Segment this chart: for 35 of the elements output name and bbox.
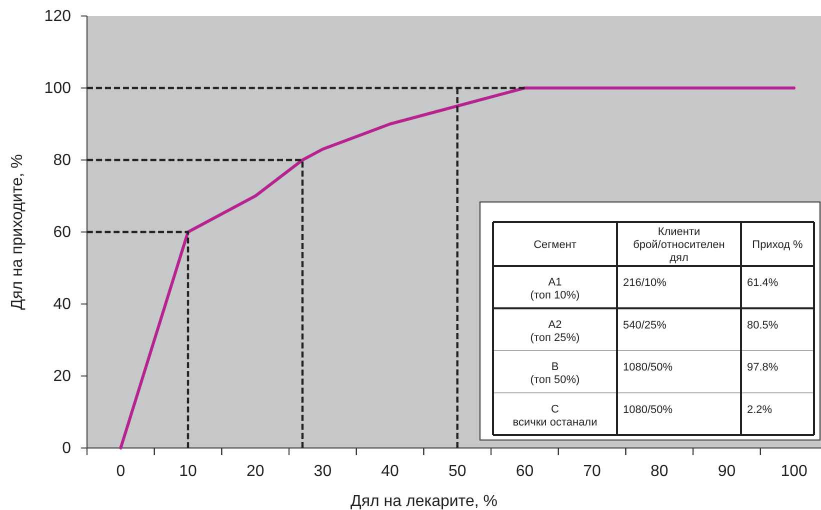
text: A1 (топ 10%) bbox=[530, 276, 580, 302]
x-tick-label: 20 bbox=[246, 463, 264, 480]
x-tick-label: 80 bbox=[650, 463, 668, 480]
x-tick-label: 30 bbox=[314, 463, 332, 480]
text: A2 (топ 25%) bbox=[530, 318, 580, 344]
y-tick-label: 60 bbox=[53, 224, 72, 242]
category-label: Приход % bbox=[752, 239, 804, 251]
y-tick-label: 80 bbox=[53, 152, 72, 170]
y-axis-title: Дял на приходите, % bbox=[9, 154, 26, 310]
text: C всички останали bbox=[512, 403, 598, 428]
x-tick-label: 0 bbox=[116, 463, 126, 480]
text: B (топ 50%) bbox=[530, 361, 580, 386]
text: 216/10% bbox=[623, 277, 666, 289]
text: 1080/50% bbox=[623, 362, 673, 374]
category-label: Сегмент bbox=[534, 239, 576, 251]
x-tick-label: 70 bbox=[583, 463, 602, 480]
text: 61.4% bbox=[747, 277, 778, 289]
x-tick-label: 100 bbox=[780, 463, 808, 480]
y-tick-label: 100 bbox=[44, 80, 72, 98]
text: 2.2% bbox=[747, 404, 772, 416]
text: 97.8% bbox=[747, 362, 778, 374]
y-tick-label: 0 bbox=[62, 440, 72, 458]
text: 1080/50% bbox=[623, 404, 673, 416]
x-tick-label: 60 bbox=[516, 463, 534, 480]
x-tick-label: 40 bbox=[381, 463, 400, 480]
y-tick-label: 120 bbox=[44, 8, 72, 26]
x-axis-title: Дял на лекарите, % bbox=[350, 493, 498, 510]
x-tick-label: 50 bbox=[448, 463, 466, 480]
y-tick-label: 20 bbox=[53, 368, 72, 386]
x-tick-label: 90 bbox=[718, 463, 736, 480]
text: 80.5% bbox=[747, 319, 778, 332]
text: 540/25% bbox=[623, 319, 666, 332]
category-label: Клиенти брой/относителен дял bbox=[633, 226, 725, 264]
y-tick-label: 40 bbox=[53, 296, 72, 314]
x-tick-label: 10 bbox=[179, 463, 198, 480]
